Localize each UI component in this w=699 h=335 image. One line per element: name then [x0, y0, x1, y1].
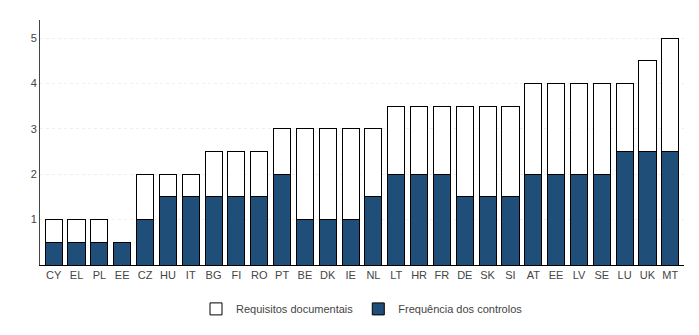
- svg-text:EL: EL: [70, 269, 83, 281]
- svg-text:NL: NL: [366, 269, 380, 281]
- svg-text:LV: LV: [573, 269, 586, 281]
- svg-text:RO: RO: [251, 269, 268, 281]
- svg-text:DE: DE: [457, 269, 472, 281]
- svg-text:SI: SI: [505, 269, 515, 281]
- svg-text:CZ: CZ: [138, 269, 153, 281]
- svg-text:MT: MT: [662, 269, 678, 281]
- svg-text:4: 4: [31, 77, 37, 89]
- svg-text:1: 1: [31, 213, 37, 225]
- svg-text:LT: LT: [390, 269, 402, 281]
- svg-text:HU: HU: [160, 269, 176, 281]
- svg-text:Requisitos documentais: Requisitos documentais: [236, 303, 353, 315]
- svg-text:UK: UK: [640, 269, 656, 281]
- svg-text:IT: IT: [186, 269, 196, 281]
- svg-text:CY: CY: [46, 269, 62, 281]
- svg-text:HR: HR: [411, 269, 427, 281]
- svg-text:3: 3: [31, 123, 37, 135]
- svg-text:Frequência dos controlos: Frequência dos controlos: [398, 303, 522, 315]
- svg-text:BE: BE: [298, 269, 313, 281]
- svg-text:SK: SK: [480, 269, 495, 281]
- svg-text:DK: DK: [320, 269, 336, 281]
- svg-text:EE: EE: [115, 269, 130, 281]
- svg-text:BG: BG: [206, 269, 222, 281]
- svg-text:IE: IE: [345, 269, 355, 281]
- svg-text:LU: LU: [618, 269, 632, 281]
- svg-text:SE: SE: [594, 269, 609, 281]
- svg-text:2: 2: [31, 168, 37, 180]
- svg-text:FR: FR: [435, 269, 450, 281]
- svg-text:PT: PT: [275, 269, 289, 281]
- svg-text:5: 5: [31, 32, 37, 44]
- svg-text:PL: PL: [93, 269, 106, 281]
- svg-text:AT: AT: [527, 269, 541, 281]
- svg-text:EE: EE: [549, 269, 564, 281]
- svg-text:FI: FI: [232, 269, 242, 281]
